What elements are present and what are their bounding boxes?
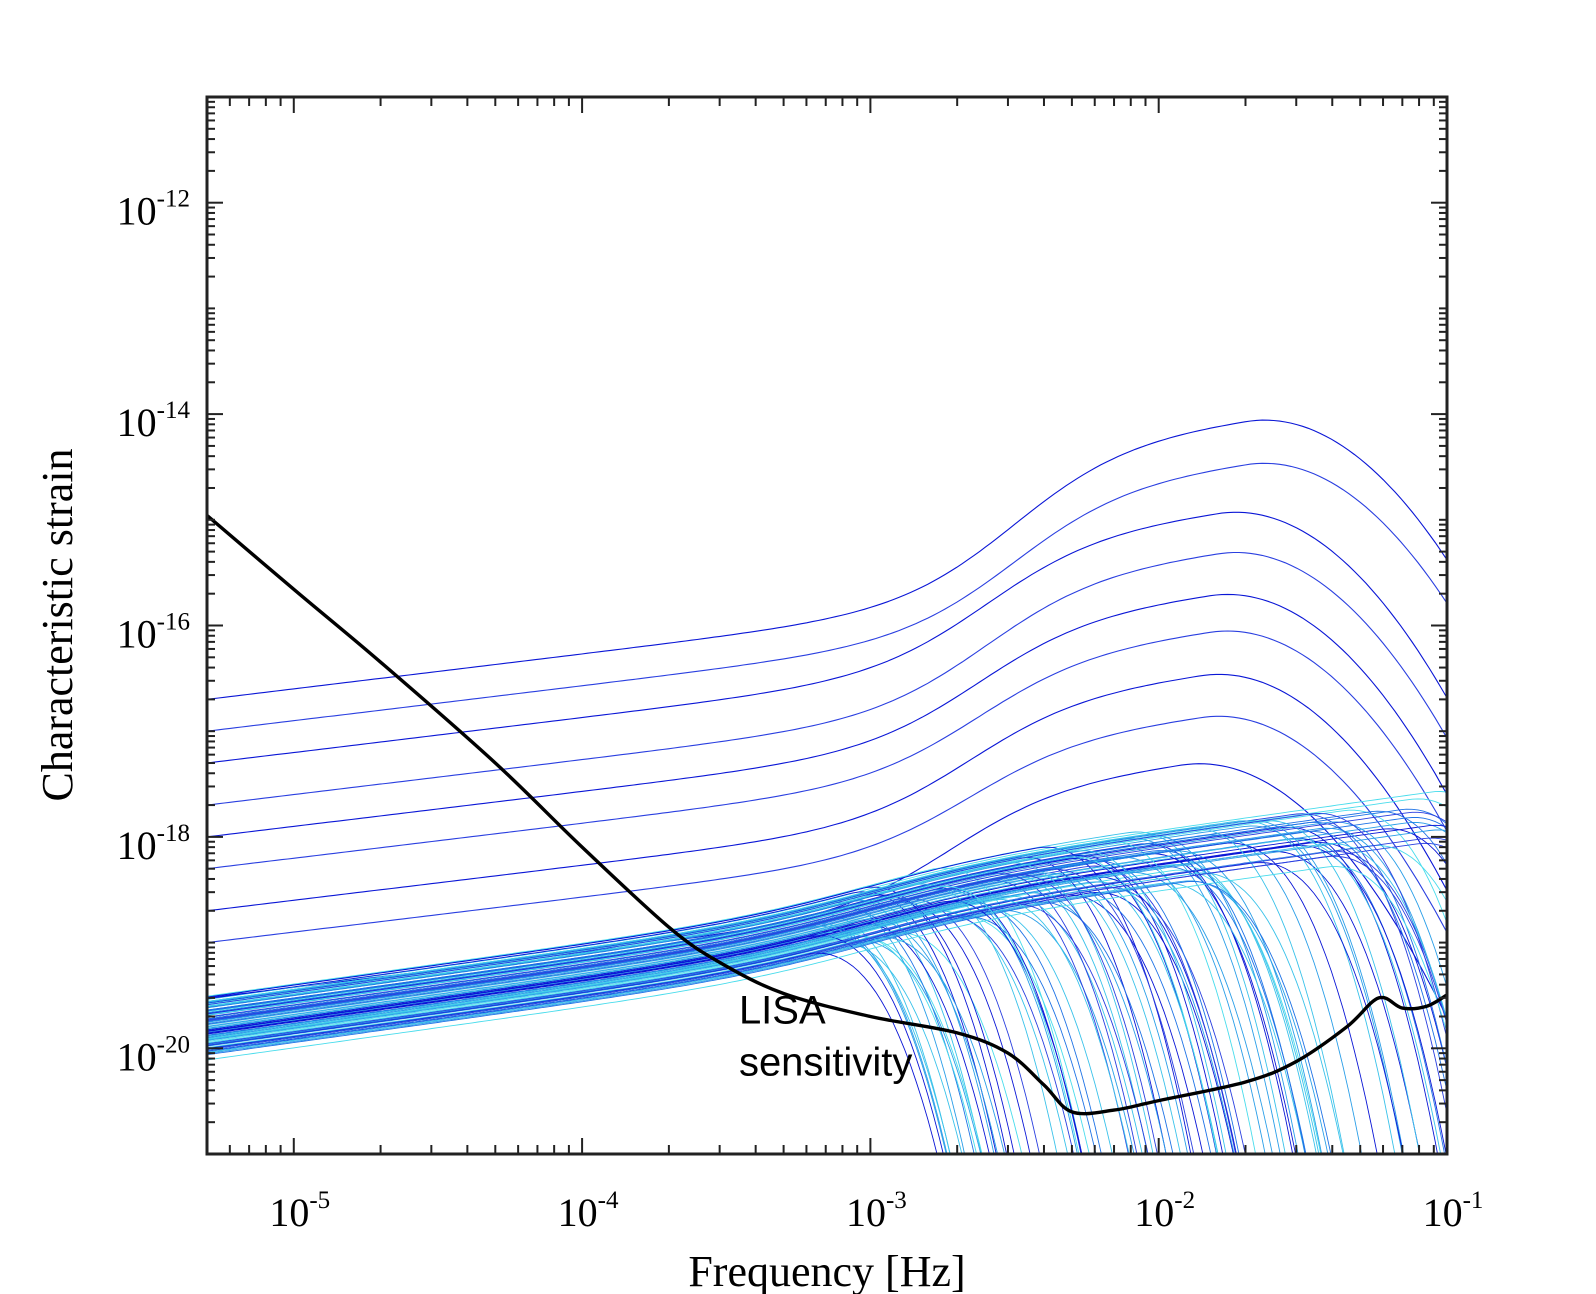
signal-curve-91 <box>207 827 1345 1154</box>
signal-curve-35 <box>207 886 1008 1154</box>
y-tick-label: 10-12 <box>117 186 190 234</box>
signal-curve-95 <box>207 900 1083 1154</box>
signal-curve-39 <box>207 867 1083 1154</box>
x-axis-label: Frequency [Hz] <box>688 1247 965 1294</box>
signal-curve-34 <box>207 791 1447 1000</box>
signal-curve-118 <box>207 812 1447 1038</box>
signal-curve-128 <box>207 885 1080 1154</box>
signal-curve-96 <box>207 880 1332 1154</box>
signal-curve-110 <box>207 811 1447 1018</box>
signal-curve-98 <box>207 872 1189 1154</box>
signal-curve-81 <box>207 925 947 1154</box>
signal-curve-122 <box>207 889 1212 1154</box>
y-tick-label: 10-20 <box>117 1031 190 1079</box>
x-tick-label: 10-3 <box>846 1187 907 1235</box>
signal-curve-70 <box>207 900 995 1154</box>
signal-curve-103 <box>207 862 1404 1154</box>
signal-curve-125 <box>207 843 1447 1037</box>
signal-curve-111 <box>207 856 1218 1154</box>
signal-curve-5 <box>207 630 1447 870</box>
signal-curve-123 <box>207 868 1195 1154</box>
signal-curve-90 <box>207 888 1078 1154</box>
signal-curve-55 <box>207 846 1192 1154</box>
signal-curves <box>207 419 1447 1154</box>
signal-curve-51 <box>207 891 997 1154</box>
signal-curve-23 <box>207 841 1447 1068</box>
signal-curve-115 <box>207 872 1344 1154</box>
signal-curve-6 <box>207 673 1447 912</box>
signal-curve-38 <box>207 824 1447 1034</box>
signal-curve-93 <box>207 901 1174 1154</box>
annotation-lisa: LISA <box>739 989 826 1033</box>
signal-curve-40 <box>207 907 975 1154</box>
signal-curve-7 <box>207 715 1447 944</box>
signal-curve-108 <box>207 821 1447 1016</box>
y-tick-label: 10-16 <box>117 609 190 657</box>
signal-curve-82 <box>207 934 978 1154</box>
y-axis-label: Characteristic strain <box>33 448 82 801</box>
annotation-sensitivity: sensitivity <box>739 1041 912 1085</box>
signal-curve-116 <box>207 865 1307 1154</box>
signal-curve-119 <box>207 898 1130 1154</box>
signal-curve-77 <box>207 828 1447 1031</box>
signal-curve-79 <box>207 810 1447 1012</box>
lisa-sensitivity-curve <box>207 514 1447 1116</box>
x-tick-label: 10-1 <box>1423 1187 1484 1235</box>
signal-curve-109 <box>207 821 1447 1067</box>
sensitivity-curve-group <box>207 514 1447 1116</box>
tick-labels: 10-5 10-4 10-3 10-2 10-1 10-12 10-14 10-16 10-18… <box>117 186 1484 1235</box>
signal-curve-71 <box>207 865 1237 1154</box>
signal-curve-127 <box>207 850 1306 1154</box>
signal-curve-21 <box>207 809 1447 1007</box>
signal-curve-46 <box>207 855 1224 1154</box>
signal-curve-4 <box>207 593 1447 838</box>
signal-curve-97 <box>207 820 1404 1154</box>
signal-curve-106 <box>207 830 1447 1090</box>
signal-curve-113 <box>207 829 1447 1039</box>
signal-curve-114 <box>207 850 1227 1154</box>
y-tick-label: 10-18 <box>117 820 190 868</box>
x-tick-label: 10-4 <box>558 1187 619 1235</box>
signal-curve-61 <box>207 939 982 1154</box>
x-tick-label: 10-5 <box>269 1187 330 1235</box>
signal-curve-1 <box>207 462 1447 732</box>
signal-curve-80 <box>207 845 1447 1154</box>
signal-curve-3 <box>207 551 1447 806</box>
signal-curve-18 <box>207 936 983 1154</box>
signal-curve-2 <box>207 511 1447 764</box>
signal-curve-67 <box>207 914 1075 1154</box>
signal-curve-84 <box>207 892 1167 1154</box>
signal-curve-112 <box>207 798 1447 1005</box>
signal-curve-102 <box>207 873 1138 1154</box>
signal-curve-105 <box>207 952 938 1154</box>
signal-curve-88 <box>207 875 1181 1154</box>
plot-frame <box>205 95 1449 1156</box>
signal-curve-124 <box>207 866 1447 1061</box>
y-tick-label: 10-14 <box>117 397 191 445</box>
signal-curve-66 <box>207 882 1306 1154</box>
signal-curve-0 <box>207 419 1447 700</box>
signal-curve-59 <box>207 856 1167 1154</box>
x-tick-label: 10-2 <box>1134 1187 1195 1235</box>
signal-curve-121 <box>207 874 1158 1154</box>
signal-curve-126 <box>207 855 1447 1051</box>
signal-curve-120 <box>207 918 999 1154</box>
signal-curve-100 <box>207 838 1442 1154</box>
